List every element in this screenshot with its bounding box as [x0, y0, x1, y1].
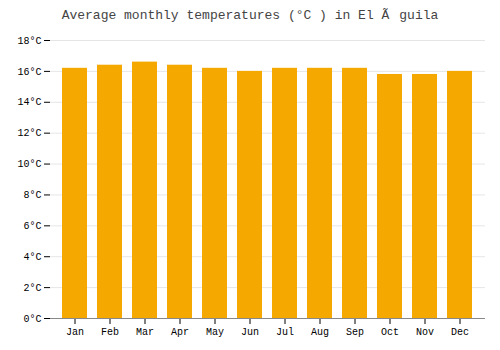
svg-text:Dec: Dec: [451, 327, 469, 338]
html-text:Average monthly temperatures (: Average monthly temperatures (°C ) in El…: [61, 8, 439, 23]
svg-text:18°C: 18°C: [17, 36, 41, 47]
svg-text:14°C: 14°C: [17, 97, 41, 108]
svg-text:Jan: Jan: [66, 327, 84, 338]
svg-text:Nov: Nov: [416, 327, 434, 338]
svg-text:2°C: 2°C: [23, 283, 41, 294]
svg-text:Jun: Jun: [241, 327, 259, 338]
svg-text:Oct: Oct: [381, 327, 399, 338]
svg-text:6°C: 6°C: [23, 221, 41, 232]
svg-text:Apr: Apr: [171, 327, 189, 338]
svg-text:Sep: Sep: [346, 327, 364, 338]
svg-text:10°C: 10°C: [17, 159, 41, 170]
svg-text:4°C: 4°C: [23, 252, 41, 263]
svg-text:8°C: 8°C: [23, 190, 41, 201]
svg-text:16°C: 16°C: [17, 67, 41, 78]
svg-text:Jul: Jul: [276, 327, 294, 338]
svg-text:May: May: [206, 327, 224, 338]
svg-text:12°C: 12°C: [17, 128, 41, 139]
svg-text:Mar: Mar: [136, 327, 154, 338]
svg-text:0°C: 0°C: [23, 314, 41, 325]
svg-text:Aug: Aug: [311, 327, 329, 338]
svg-text:Feb: Feb: [101, 327, 119, 338]
